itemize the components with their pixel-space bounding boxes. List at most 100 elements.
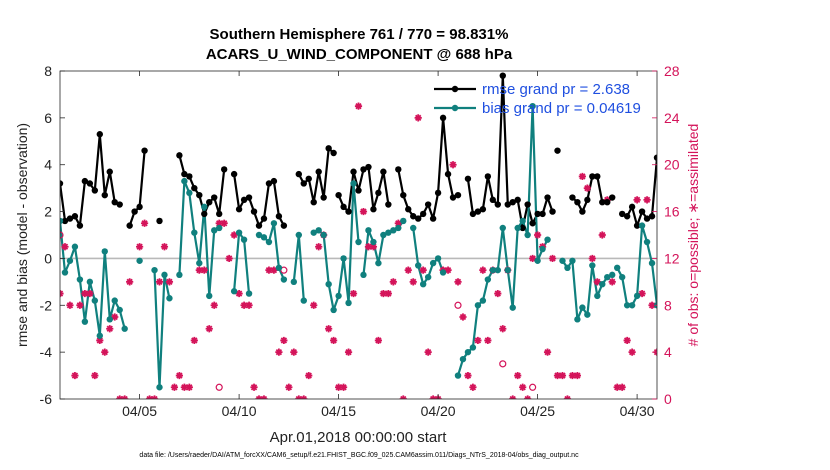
obs-possible-point xyxy=(664,314,670,320)
bias-point xyxy=(614,264,621,271)
obs-assimilated-point xyxy=(106,325,114,333)
obs-assimilated-point xyxy=(185,383,193,391)
obs-assimilated-point xyxy=(339,383,348,391)
obs-assimilated-point xyxy=(449,161,457,169)
bias-point xyxy=(464,348,472,356)
bias-point xyxy=(415,262,422,269)
obs-assimilated-point xyxy=(598,231,606,239)
bias-point xyxy=(60,217,64,225)
obs-assimilated-point xyxy=(469,383,477,391)
rmse-point xyxy=(111,199,118,206)
rmse-point xyxy=(350,168,357,175)
bias-point xyxy=(360,271,367,279)
rmse-point xyxy=(375,189,382,197)
obs-assimilated-point xyxy=(384,289,392,298)
obs-assimilated-point xyxy=(175,371,183,380)
legend-label-bias: bias grand pr = 0.04619 xyxy=(482,100,641,117)
obs-assimilated-point xyxy=(628,348,636,356)
rmse-point xyxy=(310,199,317,206)
y-tick-label-right: 20 xyxy=(664,157,680,173)
obs-assimilated-point xyxy=(205,325,213,333)
rmse-point xyxy=(653,154,657,161)
obs-possible-point xyxy=(454,301,462,309)
bias-point xyxy=(474,302,482,309)
obs-assimilated-point xyxy=(335,383,343,391)
obs-assimilated-point xyxy=(240,301,248,309)
bias-point xyxy=(181,177,188,185)
rmse-point xyxy=(106,168,113,175)
obs-assimilated-point xyxy=(419,266,427,274)
obs-assimilated-point xyxy=(693,384,700,391)
bias-point xyxy=(370,238,377,246)
bias-point xyxy=(579,304,586,311)
obs-assimilated-point xyxy=(210,301,218,309)
rmse-point xyxy=(335,191,342,199)
bias-point xyxy=(235,229,243,236)
rmse-point xyxy=(156,217,163,225)
obs-assimilated-point xyxy=(170,383,179,391)
bias-point xyxy=(166,295,173,302)
obs-assimilated-point xyxy=(623,336,631,345)
obs-assimilated-point xyxy=(200,266,208,274)
bias-point xyxy=(574,316,581,323)
obs-assimilated-point xyxy=(245,301,253,309)
obs-assimilated-point xyxy=(190,336,198,345)
rmse-point xyxy=(405,206,412,213)
rmse-point xyxy=(439,114,447,122)
rmse-point xyxy=(240,196,248,204)
rmse-point xyxy=(395,166,402,173)
y-tick-label-left: 6 xyxy=(44,110,52,126)
rmse-point xyxy=(599,199,606,206)
bias-point xyxy=(514,224,521,232)
obs-assimilated-point xyxy=(369,243,378,251)
rmse-point xyxy=(255,222,263,229)
rmse-point xyxy=(534,210,541,218)
rmse-point xyxy=(415,215,422,222)
bias-point xyxy=(156,384,163,391)
obs-assimilated-point xyxy=(424,348,432,356)
rmse-point xyxy=(345,208,352,215)
obs-assimilated-point xyxy=(553,371,562,380)
y-tick-label-left: 0 xyxy=(44,250,52,266)
rmse-point xyxy=(275,213,283,220)
bias-point xyxy=(310,229,317,236)
rmse-point xyxy=(594,173,601,180)
rmse-point xyxy=(340,203,347,211)
plot-frame xyxy=(59,70,658,400)
bias-point xyxy=(594,292,601,300)
x-tick-label: 04/15 xyxy=(321,403,356,419)
bias-point xyxy=(76,276,84,283)
bias-point xyxy=(494,266,501,274)
y-tick-label-left: -6 xyxy=(40,391,53,407)
bias-point xyxy=(539,245,546,253)
obs-assimilated-point xyxy=(250,383,258,391)
bias-point xyxy=(385,229,392,236)
rmse-point xyxy=(250,208,258,215)
bias-point xyxy=(196,259,203,267)
obs-assimilated-point xyxy=(235,289,243,298)
bias-point xyxy=(295,231,302,239)
rmse-point xyxy=(365,163,372,171)
rmse-point xyxy=(181,170,188,178)
rmse-point xyxy=(574,199,581,206)
bias-point xyxy=(81,318,89,325)
rmse-point xyxy=(519,224,526,232)
bias-point xyxy=(300,297,307,304)
obs-possible-point xyxy=(529,383,537,391)
obs-assimilated-point xyxy=(86,289,94,298)
obs-assimilated-point xyxy=(160,243,169,251)
rmse-point xyxy=(211,194,218,201)
bias-point xyxy=(599,281,606,288)
obs-assimilated-point xyxy=(499,325,507,333)
rmse-point xyxy=(633,222,641,229)
rmse-point xyxy=(96,131,104,138)
rmse-point xyxy=(201,210,208,218)
obs-assimilated-point xyxy=(71,371,79,380)
bias-line xyxy=(153,270,171,389)
rmse-point xyxy=(196,191,203,199)
rmse-point xyxy=(529,220,536,227)
rmse-point xyxy=(325,145,332,152)
bias-point xyxy=(664,281,670,287)
obs-assimilated-point xyxy=(220,219,228,227)
